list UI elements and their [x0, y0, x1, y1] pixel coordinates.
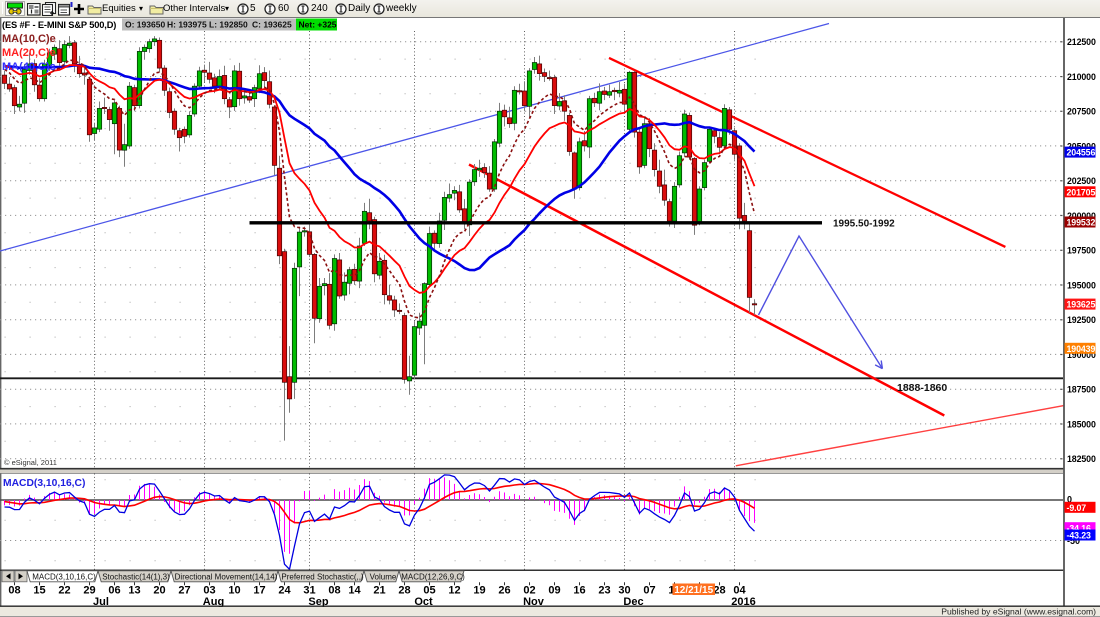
svg-text:2016: 2016 [731, 596, 755, 608]
svg-text:201705: 201705 [1067, 187, 1096, 197]
svg-text:190439: 190439 [1067, 344, 1096, 354]
svg-text:17: 17 [253, 585, 265, 597]
svg-text:182500: 182500 [1067, 454, 1096, 464]
svg-text:Net: +325: Net: +325 [299, 20, 337, 30]
svg-text:© eSignal, 2011: © eSignal, 2011 [4, 458, 57, 467]
svg-text:02: 02 [523, 585, 535, 597]
svg-text:28: 28 [398, 585, 410, 597]
svg-text:200000: 200000 [1067, 211, 1096, 221]
svg-text:MA(10,C)e: MA(10,C)e [2, 33, 56, 45]
svg-text:24: 24 [278, 585, 291, 597]
svg-text:Preferred Stochastic(,,): Preferred Stochastic(,,) [281, 572, 364, 581]
svg-text:190000: 190000 [1067, 350, 1096, 360]
svg-text:0: 0 [1067, 495, 1072, 505]
svg-text:L: 192850: L: 192850 [209, 20, 248, 30]
svg-text:Volume: Volume [370, 572, 397, 581]
svg-text:MA(40,C)s: MA(40,C)s [2, 61, 56, 73]
svg-text:-9.07: -9.07 [1067, 503, 1087, 513]
svg-text:20: 20 [153, 585, 165, 597]
svg-text:Nov: Nov [523, 596, 545, 608]
svg-text:12/21/15: 12/21/15 [674, 585, 713, 596]
svg-text:15: 15 [33, 585, 45, 597]
svg-text:Sep: Sep [308, 596, 328, 608]
svg-text:30: 30 [618, 585, 630, 597]
svg-text:207500: 207500 [1067, 107, 1096, 117]
svg-text:10: 10 [228, 585, 240, 597]
svg-text:Oct: Oct [414, 596, 433, 608]
svg-text:13: 13 [128, 585, 140, 597]
svg-text:202500: 202500 [1067, 176, 1096, 186]
svg-text:187500: 187500 [1067, 385, 1096, 395]
svg-text:27: 27 [178, 585, 190, 597]
svg-text:23: 23 [598, 585, 610, 597]
svg-text:204556: 204556 [1067, 148, 1096, 158]
svg-text:21: 21 [373, 585, 385, 597]
svg-text:16: 16 [573, 585, 585, 597]
svg-text:MACD(3,10,16,C): MACD(3,10,16,C) [32, 572, 96, 581]
svg-text:H: 193975: H: 193975 [167, 20, 207, 30]
svg-text:193625: 193625 [1067, 300, 1096, 310]
svg-text:1995.50-1992: 1995.50-1992 [833, 219, 895, 230]
svg-text:03: 03 [203, 585, 215, 597]
svg-text:-43.23: -43.23 [1067, 531, 1092, 541]
svg-text:MA(20,C)e: MA(20,C)e [2, 47, 56, 59]
svg-text:31: 31 [303, 585, 315, 597]
svg-text:19: 19 [473, 585, 485, 597]
svg-text:09: 09 [548, 585, 560, 597]
svg-text:O: 193650: O: 193650 [125, 20, 165, 30]
svg-text:Stochastic(14(1),3): Stochastic(14(1),3) [102, 572, 170, 581]
svg-text:08: 08 [328, 585, 340, 597]
svg-text:210000: 210000 [1067, 72, 1096, 82]
svg-text:MACD(3,10,16,C): MACD(3,10,16,C) [3, 478, 85, 489]
svg-text:199532: 199532 [1067, 218, 1096, 228]
svg-text:Published by eSignal (www.esig: Published by eSignal (www.esignal.com) [941, 607, 1096, 617]
svg-text:Jul: Jul [93, 596, 109, 608]
svg-text:14: 14 [348, 585, 361, 597]
svg-text:05: 05 [423, 585, 435, 597]
svg-text:192500: 192500 [1067, 315, 1096, 325]
svg-text:(ES #F - E-MINI S&P 500,D): (ES #F - E-MINI S&P 500,D) [2, 20, 116, 30]
svg-text:Dec: Dec [623, 596, 643, 608]
svg-text:06: 06 [108, 585, 120, 597]
svg-text:Aug: Aug [203, 596, 224, 608]
svg-text:07: 07 [643, 585, 655, 597]
svg-text:197500: 197500 [1067, 246, 1096, 256]
svg-text:1888-1860: 1888-1860 [897, 382, 947, 394]
svg-text:195000: 195000 [1067, 280, 1096, 290]
svg-text:04: 04 [733, 585, 746, 597]
svg-text:212500: 212500 [1067, 37, 1096, 47]
svg-text:26: 26 [498, 585, 510, 597]
svg-text:-34.16: -34.16 [1067, 523, 1092, 533]
svg-text:29: 29 [83, 585, 95, 597]
svg-text:Directional Movement(14,14): Directional Movement(14,14) [175, 572, 278, 581]
svg-text:22: 22 [58, 585, 70, 597]
svg-text:C: 193625: C: 193625 [252, 20, 292, 30]
svg-text:205000: 205000 [1067, 141, 1096, 151]
svg-text:MACD(12,26,9,C): MACD(12,26,9,C) [401, 572, 465, 581]
svg-text:28: 28 [713, 585, 725, 597]
svg-text:185000: 185000 [1067, 419, 1096, 429]
svg-text:-50: -50 [1067, 536, 1080, 546]
svg-text:12: 12 [448, 585, 460, 597]
svg-text:08: 08 [8, 585, 20, 597]
